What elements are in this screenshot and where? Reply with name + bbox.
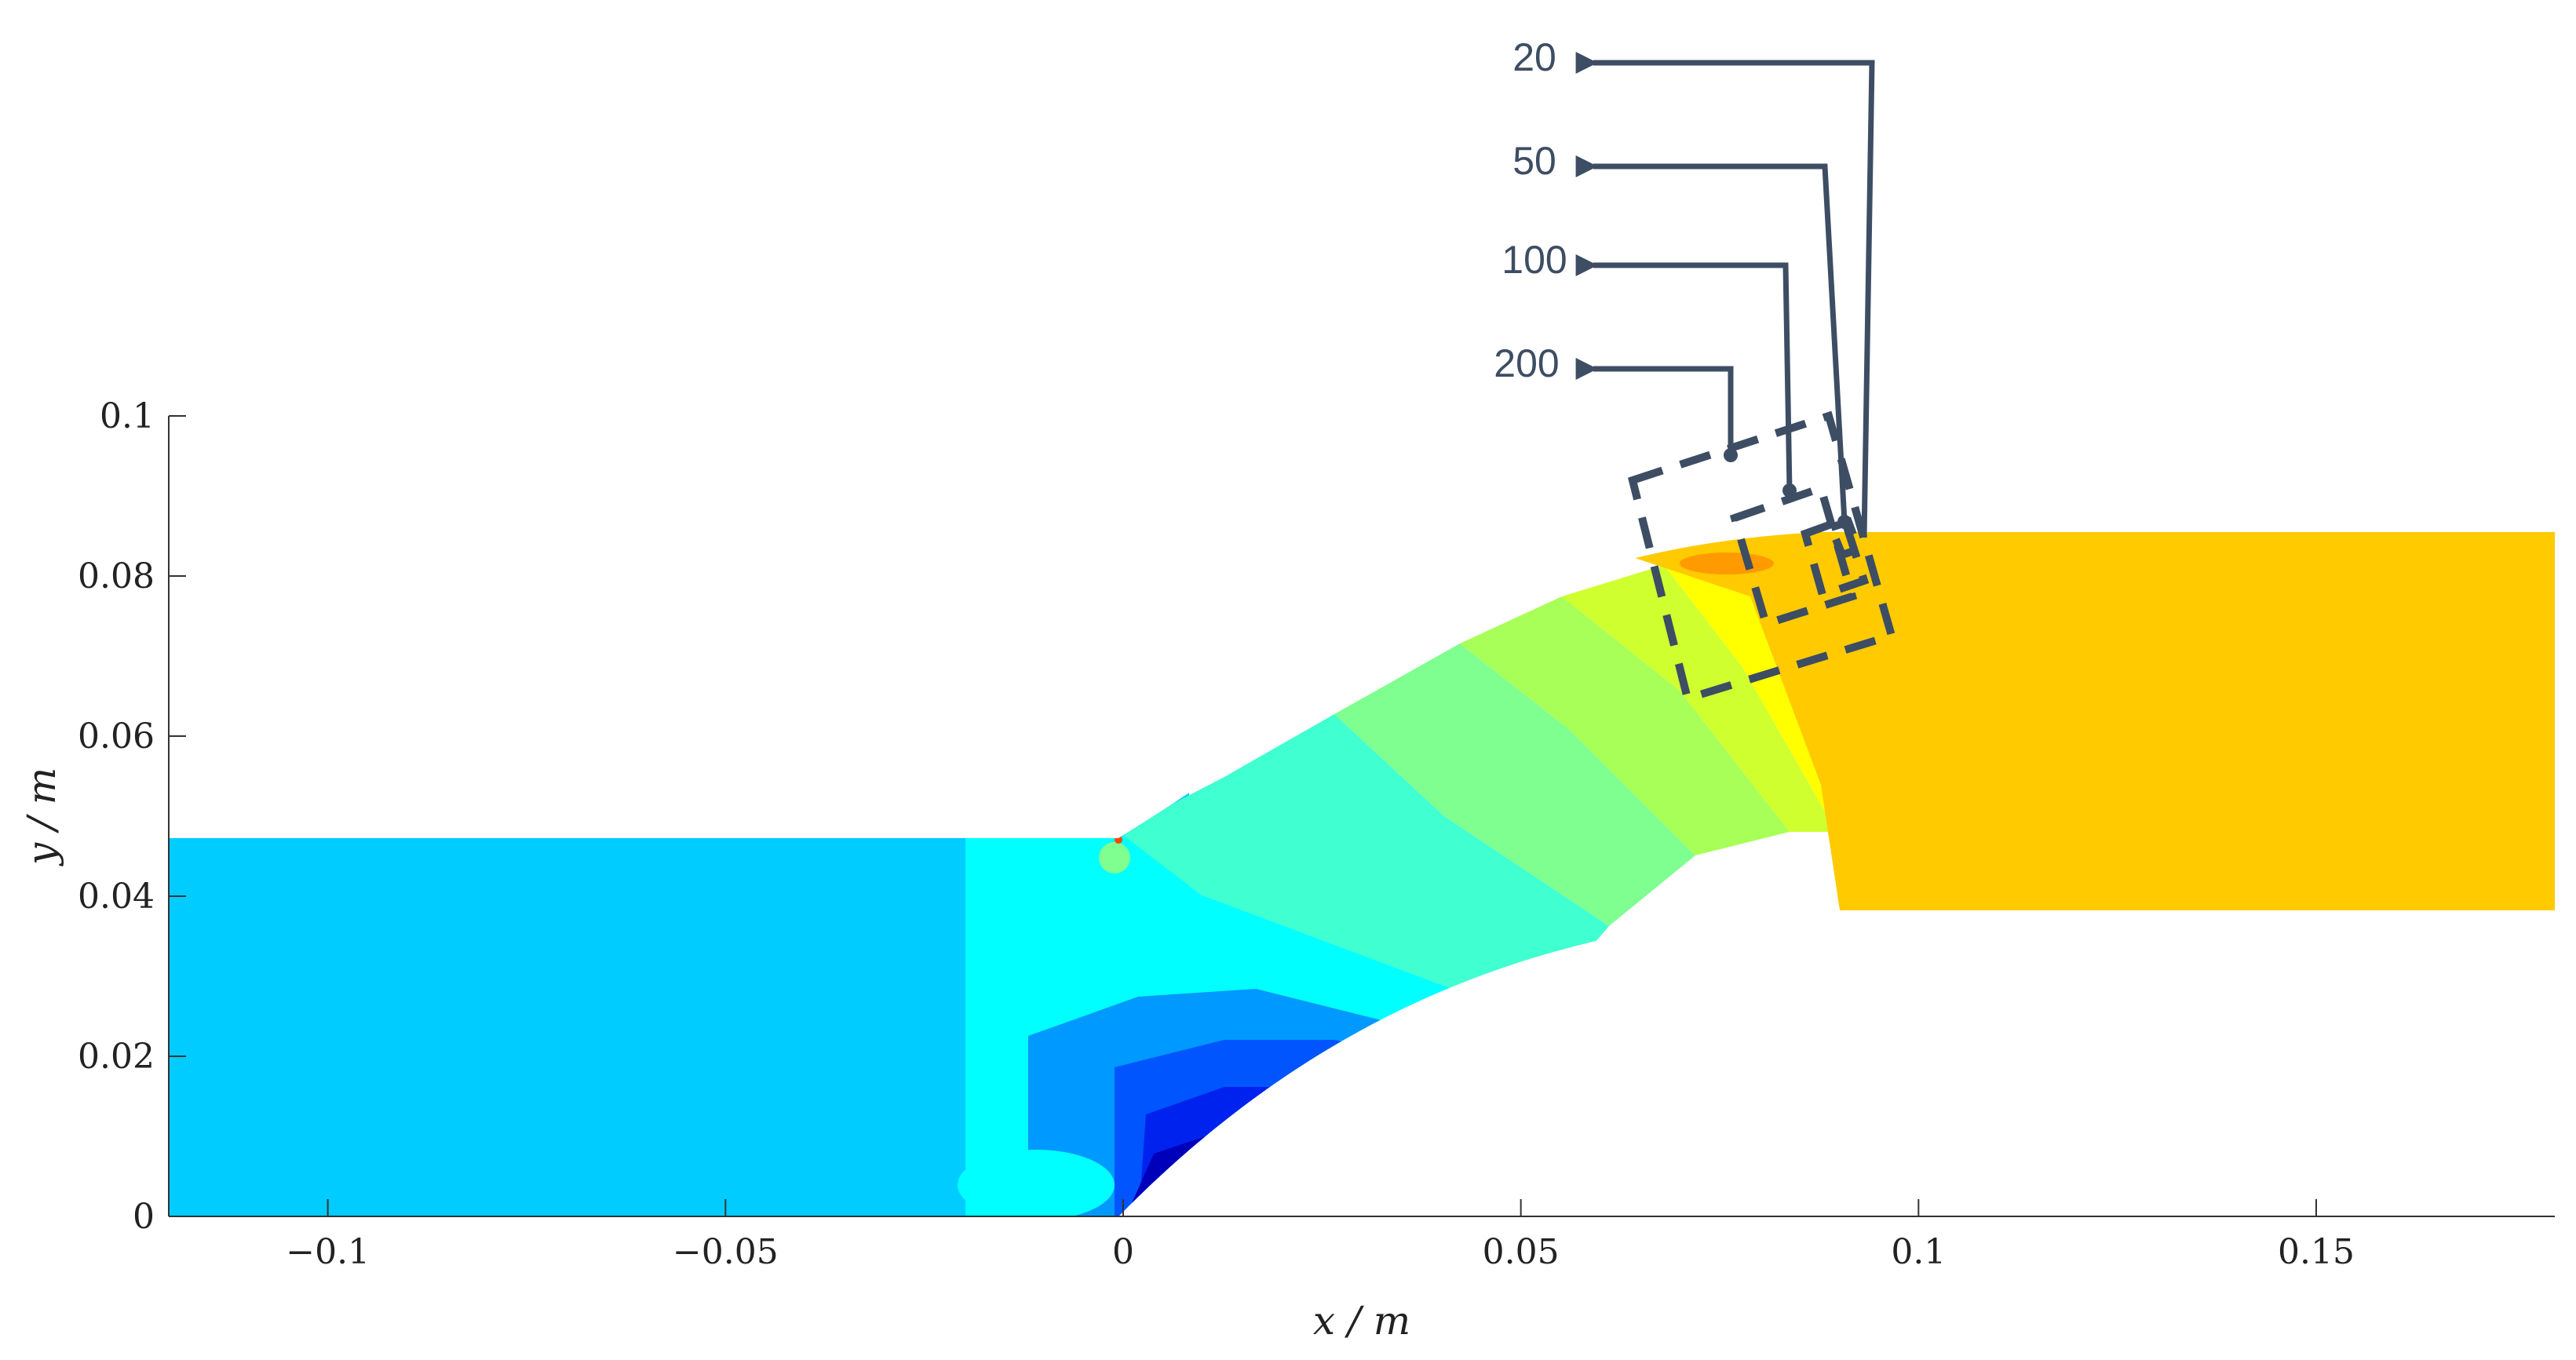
outlet-region [1609,532,2555,942]
contour-band-lime [1460,565,1837,832]
x-axis-label: x / m [1313,1298,1410,1344]
callout-leaders [1575,52,1875,538]
zoom-box-100 [1729,483,1858,629]
contour-band-green [1334,596,1790,855]
contour-band-aquamarine-1 [1118,714,1609,989]
x-tick-label: −0.1 [286,1232,370,1272]
x-tick-label: 0.1 [1891,1232,1946,1272]
callout-label-50: 50 [1512,139,1556,183]
callout-dots [1724,448,1852,529]
y-ticks: 0 0.02 0.04 0.06 0.08 0.1 [78,396,186,1237]
dot-100 [1782,483,1797,498]
contour-band-aquamarine-2 [1224,644,1695,926]
zoom-box-200 [1628,410,1897,704]
y-tick-label: 0.08 [78,556,155,596]
cyan-pocket [958,1150,1115,1216]
leader-50 [1575,155,1848,523]
x-ticks: −0.1 −0.05 0 0.05 0.1 0.15 [286,1199,2355,1272]
y-tick-label: 0.1 [100,396,155,436]
y-tick-label: 0.02 [78,1037,155,1077]
y-tick-label: 0.06 [78,716,155,757]
leader-200 [1575,358,1734,455]
x-tick-label: 0.05 [1483,1232,1560,1272]
dot-200 [1724,448,1738,462]
axes [168,416,2555,1217]
leader-20 [1575,52,1875,538]
corner-spot [1099,842,1130,873]
leader-100 [1575,254,1793,491]
y-axis-label: y / m [19,768,64,866]
hot-spot [1680,552,1774,574]
callout-label-100: 100 [1501,238,1567,282]
y-tick-label: 0 [133,1197,155,1237]
x-tick-label: 0.15 [2278,1232,2355,1272]
corner-marker [1115,836,1122,844]
contour-field [169,532,2555,1216]
y-tick-label: 0.04 [78,877,155,917]
x-tick-label: −0.05 [673,1232,779,1272]
dot-50 [1837,515,1852,529]
x-tick-label: 0 [1112,1232,1134,1272]
callout-labels: 20 50 100 200 [1494,35,1567,385]
callout-label-20: 20 [1512,35,1556,79]
callout-label-200: 200 [1494,341,1559,385]
